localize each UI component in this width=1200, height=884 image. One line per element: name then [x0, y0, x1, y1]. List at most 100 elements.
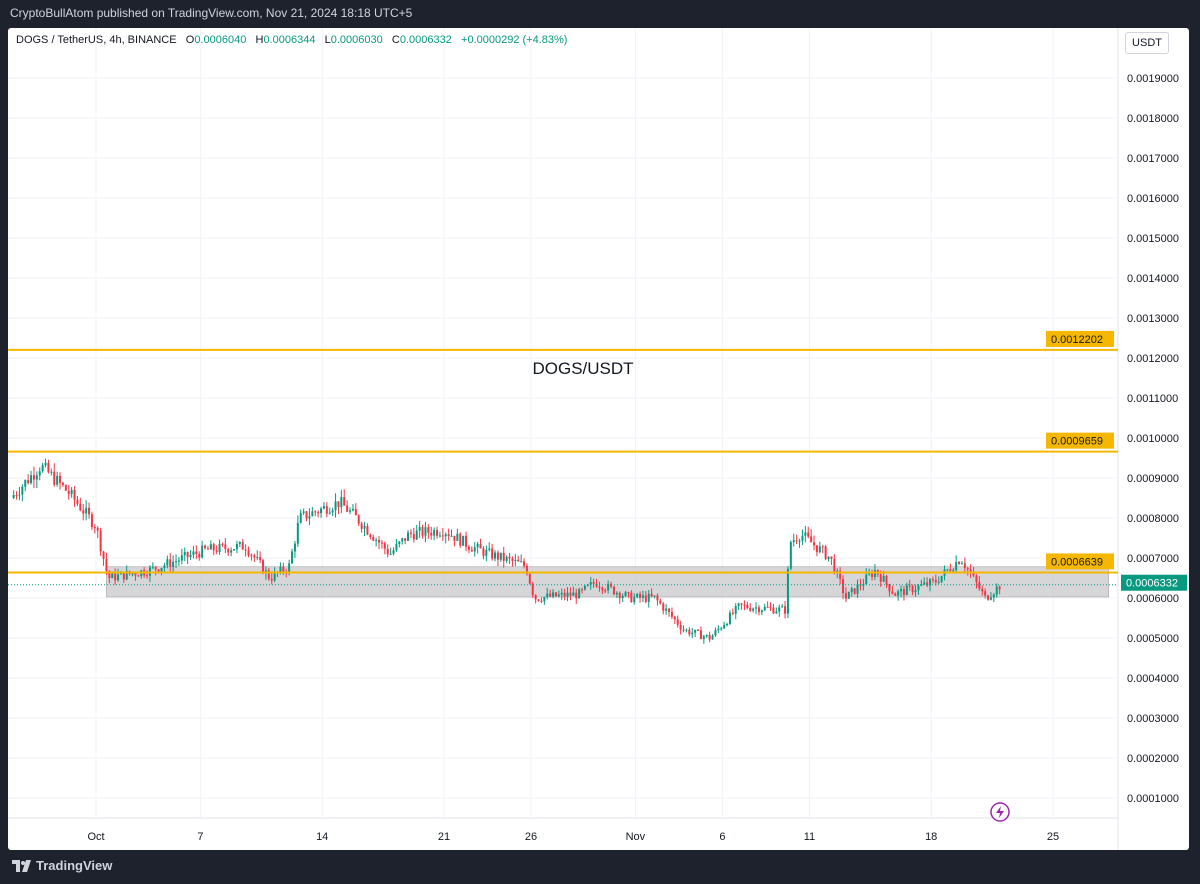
candle-body: [253, 555, 256, 558]
candle-body: [966, 568, 969, 570]
candle-body: [227, 548, 230, 553]
candle-body: [256, 556, 259, 558]
tradingview-logo[interactable]: TradingView: [12, 858, 112, 873]
candle-body: [676, 619, 679, 625]
candle-body: [476, 543, 479, 548]
y-tick-label: 0.0002000: [1127, 753, 1179, 765]
y-tick-label: 0.0013000: [1127, 313, 1179, 325]
x-tick-label: 14: [316, 831, 328, 843]
candle-body: [804, 532, 807, 536]
candle-body: [369, 534, 372, 538]
candle-body: [598, 586, 601, 588]
candle-body: [470, 549, 473, 552]
candle-body: [499, 552, 502, 560]
y-tick-label: 0.0012000: [1127, 353, 1179, 365]
candle-body: [879, 574, 882, 582]
x-tick-label: 7: [197, 831, 203, 843]
candle-body: [73, 489, 76, 500]
candle-body: [534, 594, 537, 600]
candle-body: [117, 574, 120, 581]
candle-body: [311, 511, 314, 517]
candle-body: [157, 569, 160, 572]
candle-body: [688, 629, 691, 635]
candle-body: [554, 592, 557, 597]
candle-body: [786, 568, 789, 614]
candle-body: [473, 547, 476, 552]
x-tick-label: 26: [525, 831, 537, 843]
candle-body: [891, 591, 894, 594]
high-label: H: [255, 34, 264, 46]
candle-body: [21, 486, 24, 495]
candle-body: [839, 570, 842, 580]
candle-body: [35, 475, 38, 480]
symbol-legend: DOGS / TetherUS, 4h, BINANCE O0.0006040 …: [16, 34, 567, 46]
candle-body: [224, 544, 227, 549]
level-price-tag: [1046, 553, 1114, 570]
x-tick-label: 18: [925, 831, 937, 843]
price-chart[interactable]: 0.0019000 0.0018000 0.0017000 0.0016000 0.00…: [8, 28, 1189, 850]
candle-body: [731, 612, 734, 614]
candle-body: [960, 563, 963, 565]
candle-body: [572, 592, 575, 596]
candle-body: [70, 489, 73, 495]
candle-body: [99, 530, 102, 552]
candle-body: [456, 533, 459, 541]
currency-button[interactable]: USDT: [1125, 32, 1169, 54]
candle-body: [244, 549, 247, 551]
candle-body: [137, 575, 140, 577]
candle-body: [314, 511, 317, 513]
candle-body: [569, 592, 572, 596]
candle-body: [177, 560, 180, 562]
candle-body: [647, 593, 650, 602]
candle-body: [166, 559, 169, 566]
candle-body: [433, 530, 436, 536]
candle-body: [815, 545, 818, 553]
candle-body: [79, 503, 82, 511]
candle-body: [450, 535, 453, 537]
candle-body: [847, 591, 850, 599]
candle-body: [592, 582, 595, 584]
candle-body: [995, 586, 998, 595]
candle-body: [349, 510, 352, 512]
candle-body: [682, 629, 685, 631]
candle-body: [366, 525, 369, 535]
candle-body: [122, 572, 125, 580]
candle-body: [868, 573, 871, 575]
level-price-label: 0.0009659: [1051, 436, 1103, 448]
candle-body: [363, 525, 366, 529]
close-label: C: [391, 34, 400, 46]
candle-body: [247, 550, 250, 556]
candle-body: [853, 588, 856, 594]
candle-body: [511, 558, 514, 561]
footer-label: TradingView: [36, 858, 113, 873]
candle-body: [102, 551, 105, 559]
candle-body: [328, 512, 331, 514]
chart-panel[interactable]: 0.0019000 0.0018000 0.0017000 0.0016000 0.00…: [8, 28, 1189, 850]
candle-body: [375, 539, 378, 541]
candle-body: [917, 585, 920, 591]
candle-body: [615, 592, 618, 595]
candle-body: [760, 610, 763, 613]
candle-body: [679, 624, 682, 630]
candle-body: [380, 542, 383, 544]
candle-body: [206, 548, 209, 550]
candle-body: [989, 597, 992, 600]
y-tick-label: 0.0017000: [1127, 153, 1179, 165]
x-tick-label: 11: [804, 831, 815, 843]
y-tick-label: 0.0009000: [1127, 473, 1179, 485]
candle-body: [183, 552, 186, 556]
candle-body: [453, 535, 456, 541]
candle-body: [850, 588, 853, 592]
candle-body: [818, 546, 821, 553]
candle-body: [978, 582, 981, 589]
y-tick-label: 0.0007000: [1127, 553, 1179, 565]
candle-body: [53, 471, 56, 485]
candle-body: [462, 535, 465, 546]
candle-body: [502, 552, 505, 561]
low-value: 0.0006030: [330, 34, 383, 46]
candle-body: [378, 539, 381, 543]
y-tick-label: 0.0010000: [1127, 433, 1179, 445]
candle-body: [531, 583, 534, 595]
candle-body: [299, 512, 302, 523]
candle-body: [697, 629, 700, 631]
